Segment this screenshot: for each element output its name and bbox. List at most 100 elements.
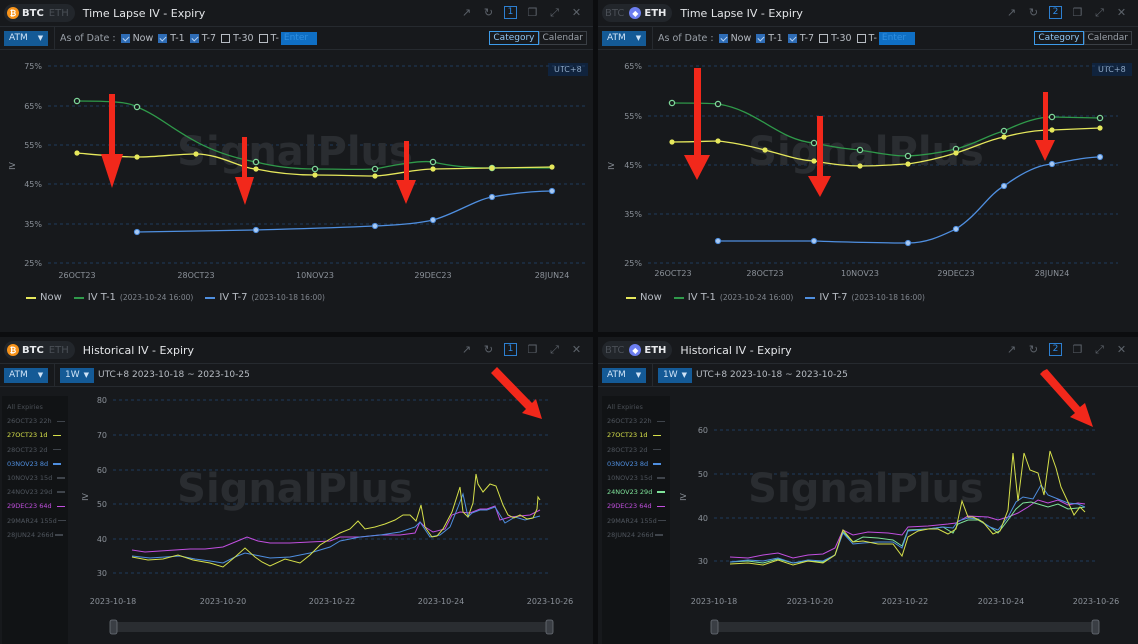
expiry-item[interactable]: 03NOV23 8d [602, 457, 670, 471]
refresh-icon[interactable]: ↻ [1028, 343, 1039, 356]
external-link-icon[interactable]: ↗ [461, 6, 472, 19]
close-icon[interactable]: ✕ [1116, 6, 1127, 19]
expiry-item[interactable]: 10NOV23 15d [2, 471, 68, 485]
checkbox-t1[interactable]: T-1 [756, 33, 783, 44]
expiry-item[interactable]: 24NOV23 29d [602, 485, 670, 499]
svg-text:2023-10-20: 2023-10-20 [200, 597, 247, 606]
coin-btc[interactable]: BTC [605, 344, 625, 356]
coin-eth[interactable]: ETH [48, 344, 69, 356]
svg-text:2023-10-24: 2023-10-24 [978, 597, 1025, 606]
coin-toggle[interactable]: BTC ◆ ETH [602, 341, 673, 359]
expiry-list: All Expiries 26OCT23 22h 27OCT23 1d 28OC… [602, 396, 670, 644]
legend-t1[interactable]: IV T-1 (2023-10-24 16:00) [73, 292, 193, 303]
legend-t7[interactable]: IV T-7 (2023-10-18 16:00) [805, 292, 925, 303]
refresh-icon[interactable]: ↻ [1028, 6, 1039, 19]
expiry-item[interactable]: 26OCT23 22h [2, 414, 68, 428]
legend-now[interactable]: Now [626, 292, 662, 303]
copy-window-icon[interactable]: ❐ [527, 343, 538, 356]
atm-select[interactable]: ATM ▼ [602, 367, 646, 383]
calendar-button[interactable]: Calendar [1083, 31, 1132, 45]
expiry-item[interactable]: 29MAR24 155d [602, 514, 670, 528]
close-icon[interactable]: ✕ [1116, 343, 1127, 356]
expand-icon[interactable]: ⤢ [550, 6, 559, 19]
expiry-item[interactable]: 28JUN24 266d [602, 528, 670, 542]
checkbox-t7[interactable]: T-7 [189, 33, 216, 44]
copy-window-icon[interactable]: ❐ [1072, 343, 1083, 356]
coin-btc[interactable]: ₿ BTC [7, 344, 44, 356]
window-number-icon[interactable]: 2 [1049, 343, 1062, 356]
custom-days-input[interactable]: Enter [878, 31, 915, 45]
checkbox-checked-icon [189, 33, 199, 43]
expand-icon[interactable]: ⤢ [1095, 343, 1104, 356]
refresh-icon[interactable]: ↻ [483, 6, 494, 19]
expiry-item[interactable]: 27OCT23 1d [2, 428, 68, 442]
all-expiries-item[interactable]: All Expiries [607, 403, 643, 411]
close-icon[interactable]: ✕ [571, 343, 582, 356]
panel-title: Time Lapse IV - Expiry [680, 6, 803, 20]
atm-select[interactable]: ATM ▼ [4, 367, 48, 383]
coin-btc[interactable]: BTC [605, 7, 625, 19]
chart-legend: Now IV T-1 (2023-10-24 16:00) IV T-7 (2023… [26, 292, 325, 303]
checkbox-t30[interactable]: T-30 [221, 33, 254, 44]
coin-eth[interactable]: ETH [48, 7, 69, 19]
external-link-icon[interactable]: ↗ [1006, 6, 1017, 19]
expiry-item[interactable]: 26OCT23 22h [602, 414, 670, 428]
calendar-button[interactable]: Calendar [538, 31, 587, 45]
copy-window-icon[interactable]: ❐ [527, 6, 538, 19]
svg-text:2023-10-22: 2023-10-22 [882, 597, 929, 606]
btc-time-lapse-chart: 75% 65% 55% 45% 35% 25% IV 26OCT23 28OCT… [8, 62, 585, 280]
checkbox-t30[interactable]: T-30 [819, 33, 852, 44]
svg-text:30: 30 [97, 569, 107, 578]
coin-btc[interactable]: ₿ BTC [7, 7, 44, 19]
expand-icon[interactable]: ⤢ [550, 343, 559, 356]
expiry-item[interactable]: 28OCT23 2d [602, 443, 670, 457]
expiry-item[interactable]: 10NOV23 15d [602, 471, 670, 485]
coin-eth[interactable]: ◆ ETH [629, 7, 666, 19]
checkbox-t1[interactable]: T-1 [158, 33, 185, 44]
atm-select[interactable]: ATM ▼ [602, 30, 646, 46]
annotation-arrow [1040, 369, 1093, 427]
svg-text:IV: IV [81, 493, 90, 501]
window-number-icon[interactable]: 2 [1049, 6, 1062, 19]
checkbox-now[interactable]: Now [120, 33, 153, 44]
coin-toggle[interactable]: ₿ BTC ETH [4, 341, 75, 359]
svg-text:28JUN24: 28JUN24 [535, 271, 570, 280]
coin-eth[interactable]: ◆ ETH [629, 344, 666, 356]
coin-toggle[interactable]: BTC ◆ ETH [602, 4, 673, 22]
custom-days-input[interactable]: Enter [280, 31, 317, 45]
period-select[interactable]: 1W ▼ [60, 367, 94, 383]
window-number-icon[interactable]: 1 [504, 343, 517, 356]
all-expiries-item[interactable]: All Expiries [7, 403, 43, 411]
expand-icon[interactable]: ⤢ [1095, 6, 1104, 19]
expiry-item[interactable]: 03NOV23 8d [2, 457, 68, 471]
checkbox-t-custom[interactable]: T- [258, 33, 279, 44]
divider [54, 363, 55, 387]
checkbox-t7[interactable]: T-7 [787, 33, 814, 44]
expiry-item[interactable]: 28JUN24 266d [2, 528, 68, 542]
coin-toggle[interactable]: ₿ BTC ETH [4, 4, 75, 22]
checkbox-now[interactable]: Now [718, 33, 751, 44]
category-button[interactable]: Category [489, 31, 539, 45]
copy-window-icon[interactable]: ❐ [1072, 6, 1083, 19]
expiry-item[interactable]: 29DEC23 64d [602, 499, 670, 513]
svg-text:60: 60 [698, 426, 708, 435]
legend-now[interactable]: Now [26, 292, 62, 303]
zoom-slider-left-handle [109, 619, 118, 635]
period-select[interactable]: 1W ▼ [658, 367, 692, 383]
expiry-item[interactable]: 24NOV23 29d [2, 485, 68, 499]
expiry-item[interactable]: 28OCT23 2d [2, 443, 68, 457]
expiry-item[interactable]: 29DEC23 64d [2, 499, 68, 513]
checkbox-t-custom[interactable]: T- [856, 33, 877, 44]
category-button[interactable]: Category [1034, 31, 1084, 45]
refresh-icon[interactable]: ↻ [483, 343, 494, 356]
as-of-date-label: As of Date : [658, 32, 714, 44]
external-link-icon[interactable]: ↗ [1006, 343, 1017, 356]
legend-t1[interactable]: IV T-1 (2023-10-24 16:00) [673, 292, 793, 303]
atm-select[interactable]: ATM ▼ [4, 30, 48, 46]
external-link-icon[interactable]: ↗ [461, 343, 472, 356]
close-icon[interactable]: ✕ [571, 6, 582, 19]
legend-t7[interactable]: IV T-7 (2023-10-18 16:00) [205, 292, 325, 303]
expiry-item[interactable]: 27OCT23 1d [602, 428, 670, 442]
expiry-item[interactable]: 29MAR24 155d [2, 514, 68, 528]
window-number-icon[interactable]: 1 [504, 6, 517, 19]
